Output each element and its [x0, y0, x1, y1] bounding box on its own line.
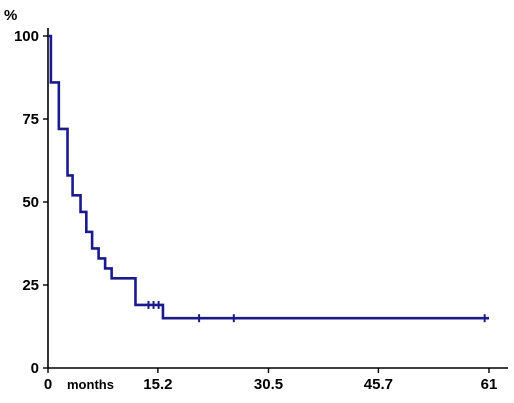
series-layer — [48, 34, 489, 323]
y-axis: % 0 25 50 75 100 — [4, 7, 49, 377]
y-tick-label: 0 — [31, 360, 39, 377]
x-axis-unit-label: months — [67, 377, 114, 392]
x-tick-label: 30.5 — [254, 376, 283, 393]
survival-curve — [48, 34, 489, 320]
x-tick-label: 45.7 — [364, 376, 393, 393]
y-tick-label: 100 — [14, 28, 39, 45]
x-tick-label: 0 — [44, 376, 52, 393]
y-tick-label: 75 — [22, 111, 39, 128]
y-tick-label: 50 — [22, 194, 39, 211]
y-axis-unit-label: % — [4, 7, 17, 24]
y-tick-label: 25 — [22, 277, 39, 294]
x-tick-label: 61 — [481, 376, 498, 393]
x-tick-label: 15.2 — [143, 376, 172, 393]
x-axis: 0 15.2 30.5 45.7 61 months — [44, 367, 508, 393]
